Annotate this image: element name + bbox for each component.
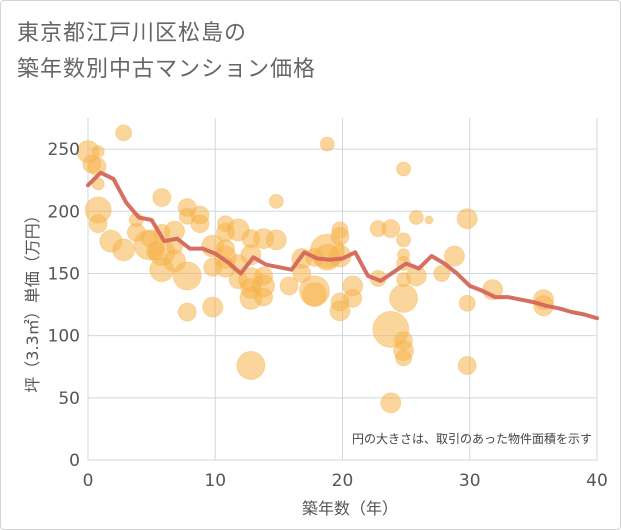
x-tick-label: 10	[204, 471, 226, 491]
data-point	[91, 145, 105, 159]
data-point	[396, 232, 412, 248]
data-point	[302, 282, 328, 308]
data-point	[424, 215, 434, 225]
bubble-size-note: 円の大きさは、取引のあった物件面積を示す	[352, 431, 592, 446]
trend-line-group	[86, 170, 599, 321]
y-tick-label: 150	[48, 264, 80, 284]
data-point	[279, 276, 299, 296]
data-point	[152, 188, 172, 208]
data-point	[319, 136, 335, 152]
grid	[87, 118, 598, 461]
data-point	[389, 283, 419, 313]
y-tick-label: 0	[69, 451, 80, 471]
chart-title-line-2: 築年数別中古マンション価格	[17, 57, 317, 82]
data-point	[329, 300, 351, 322]
chart-title-line-1: 東京都江戸川区松島の	[17, 21, 248, 46]
data-point	[330, 226, 350, 246]
data-point	[177, 302, 197, 322]
tick-labels: 0 50 100 150 200 250 0 10 20 30 40	[48, 140, 608, 491]
y-tick-label: 50	[58, 389, 80, 409]
trend-line	[86, 170, 599, 321]
data-point	[254, 287, 274, 307]
data-point	[457, 355, 477, 375]
data-point	[88, 214, 108, 234]
x-tick-label: 20	[332, 471, 354, 491]
data-point	[343, 288, 363, 308]
data-point	[395, 349, 413, 367]
data-point	[202, 296, 224, 318]
data-point	[115, 124, 133, 142]
data-point	[380, 392, 402, 414]
data-point	[172, 261, 202, 291]
data-point	[433, 264, 451, 282]
data-point	[190, 214, 210, 234]
y-tick-label: 100	[48, 327, 80, 347]
x-tick-label: 30	[459, 471, 481, 491]
y-tick-label: 200	[48, 202, 80, 222]
bubbles	[76, 124, 555, 414]
data-point	[443, 245, 465, 267]
y-axis-label: 坪（3.3㎡）単価（万円）	[23, 207, 42, 392]
data-point	[265, 229, 287, 251]
data-point	[396, 161, 412, 177]
data-point	[268, 193, 284, 209]
data-point	[458, 294, 476, 312]
data-point	[236, 350, 266, 380]
y-tick-label: 250	[48, 140, 80, 160]
x-tick-label: 0	[83, 471, 94, 491]
data-point	[408, 209, 424, 225]
data-point	[292, 263, 312, 283]
x-axis-label: 築年数（年）	[302, 499, 398, 518]
data-point	[112, 238, 136, 262]
data-point	[456, 208, 478, 230]
x-tick-label: 40	[586, 471, 608, 491]
data-point	[381, 219, 401, 239]
